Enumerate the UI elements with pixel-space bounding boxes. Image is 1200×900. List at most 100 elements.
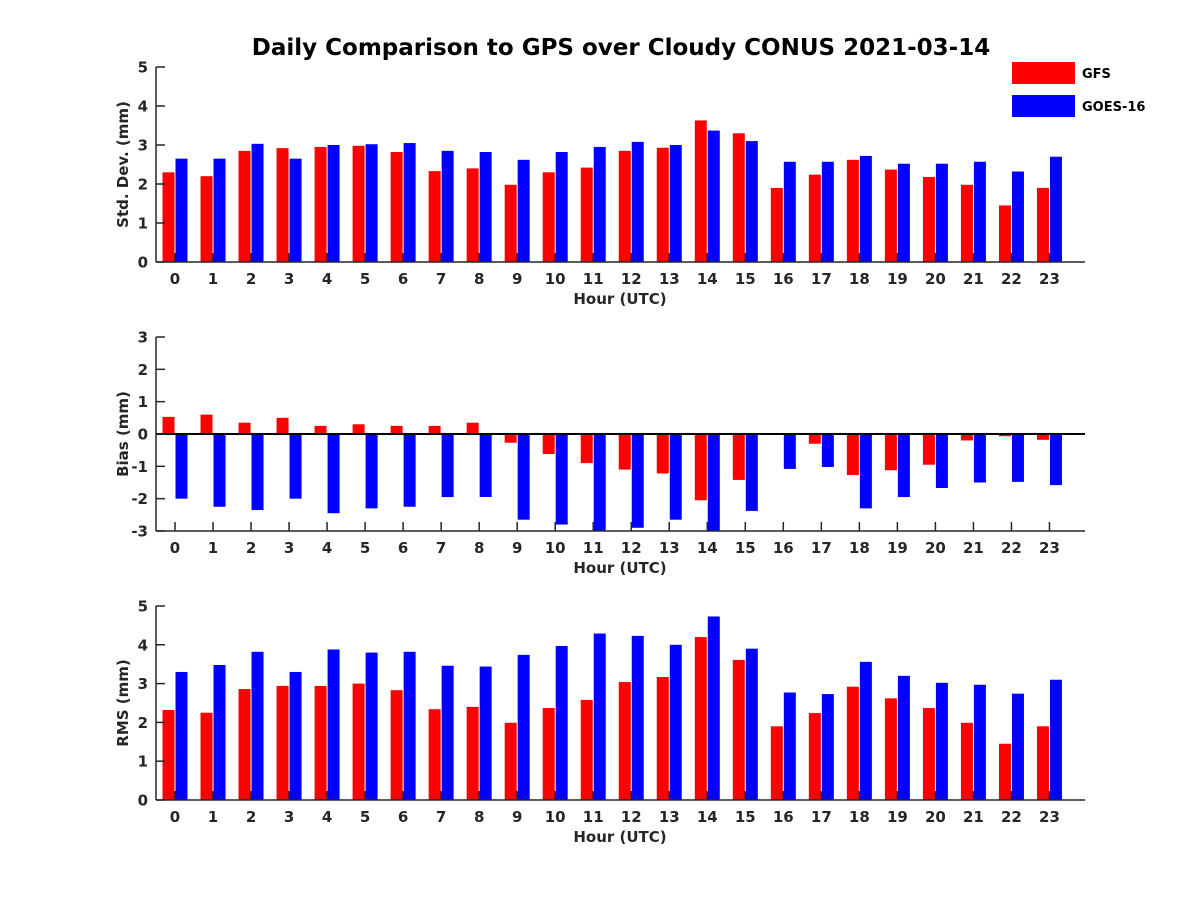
bar-goes16-hour-16 (783, 692, 796, 800)
bar-goes16-hour-8 (479, 152, 492, 262)
x-tick-label: 18 (849, 808, 870, 826)
bar-goes16-hour-0 (175, 158, 188, 262)
bar-gfs-hour-4 (314, 425, 327, 434)
x-tick-label: 9 (512, 808, 522, 826)
bar-gfs-hour-6 (390, 152, 403, 262)
bar-goes16-hour-2 (251, 434, 264, 510)
bar-goes16-hour-19 (897, 434, 910, 498)
x-tick-label: 1 (208, 808, 218, 826)
x-tick-label: 3 (284, 270, 294, 288)
bar-goes16-hour-13 (669, 434, 682, 520)
x-tick-label: 2 (246, 808, 256, 826)
bar-goes16-hour-13 (669, 145, 682, 262)
y-tick-label: 4 (138, 98, 148, 116)
x-tick-label: 16 (773, 539, 794, 557)
x-tick-label: 11 (583, 808, 604, 826)
bar-gfs-hour-4 (314, 685, 327, 800)
x-tick-label: 14 (697, 808, 718, 826)
bar-goes16-hour-13 (669, 644, 682, 800)
y-tick-label: 2 (138, 714, 148, 732)
bar-gfs-hour-5 (352, 683, 365, 800)
bar-goes16-hour-16 (783, 161, 796, 262)
bar-gfs-hour-8 (466, 706, 479, 800)
x-tick-label: 21 (963, 270, 984, 288)
x-tick-label: 19 (887, 539, 908, 557)
x-tick-label: 11 (583, 539, 604, 557)
bar-gfs-hour-23 (1036, 726, 1049, 800)
bar-gfs-hour-13 (656, 434, 669, 474)
bar-goes16-hour-1 (213, 434, 226, 507)
bar-gfs-hour-0 (162, 172, 175, 262)
x-tick-label: 11 (583, 270, 604, 288)
bar-gfs-hour-8 (466, 168, 479, 262)
bar-gfs-hour-4 (314, 146, 327, 262)
y-tick-label: 3 (138, 329, 148, 347)
x-tick-label: 5 (360, 808, 370, 826)
bar-gfs-hour-14 (694, 637, 707, 800)
x-tick-label: 16 (773, 808, 794, 826)
bar-gfs-hour-20 (922, 176, 935, 262)
bar-gfs-hour-22 (998, 434, 1011, 437)
x-tick-label: 1 (208, 270, 218, 288)
bar-gfs-hour-11 (580, 434, 593, 464)
bar-goes16-hour-22 (1011, 171, 1024, 262)
bar-goes16-hour-5 (365, 434, 378, 509)
bar-goes16-hour-16 (783, 434, 796, 469)
bar-goes16-hour-0 (175, 671, 188, 800)
bar-goes16-hour-6 (403, 434, 416, 507)
bar-gfs-hour-15 (732, 434, 745, 480)
bar-gfs-hour-18 (846, 434, 859, 476)
y-tick-label: 1 (138, 393, 148, 411)
bar-gfs-hour-3 (276, 148, 289, 262)
bar-gfs-hour-9 (504, 434, 517, 443)
x-tick-label: 20 (925, 270, 946, 288)
bar-gfs-hour-16 (770, 187, 783, 262)
bar-gfs-hour-0 (162, 709, 175, 800)
bar-gfs-hour-23 (1036, 187, 1049, 262)
bar-gfs-hour-20 (922, 434, 935, 465)
bar-gfs-hour-20 (922, 708, 935, 800)
bar-goes16-hour-3 (289, 671, 302, 800)
bar-gfs-hour-23 (1036, 434, 1049, 440)
x-tick-label: 1 (208, 539, 218, 557)
bar-goes16-hour-15 (745, 648, 758, 800)
x-tick-label: 8 (474, 270, 484, 288)
bar-gfs-hour-7 (428, 171, 441, 262)
bar-gfs-hour-21 (960, 184, 973, 262)
bar-goes16-hour-19 (897, 163, 910, 262)
x-tick-label: 4 (322, 270, 332, 288)
bar-goes16-hour-17 (821, 694, 834, 800)
bar-gfs-hour-2 (238, 150, 251, 262)
bar-goes16-hour-10 (555, 645, 568, 800)
x-tick-label: 18 (849, 270, 870, 288)
bar-goes16-hour-12 (631, 141, 644, 262)
bar-gfs-hour-19 (884, 698, 897, 800)
x-tick-label: 23 (1039, 539, 1060, 557)
y-tick-label: -2 (131, 490, 148, 508)
x-tick-label: 16 (773, 270, 794, 288)
bar-gfs-hour-1 (200, 176, 213, 262)
x-tick-label: 5 (360, 270, 370, 288)
x-tick-label: 22 (1001, 270, 1022, 288)
y-axis-label: RMS (mm) (114, 659, 132, 746)
bar-gfs-hour-13 (656, 147, 669, 262)
x-tick-label: 0 (170, 539, 180, 557)
bar-goes16-hour-21 (973, 434, 986, 483)
bar-gfs-hour-21 (960, 434, 973, 441)
y-tick-label: 0 (138, 254, 148, 272)
bar-goes16-hour-17 (821, 161, 834, 262)
bar-goes16-hour-20 (935, 682, 948, 800)
x-tick-label: 7 (436, 270, 446, 288)
bar-gfs-hour-3 (276, 417, 289, 434)
bar-goes16-hour-5 (365, 652, 378, 800)
y-tick-label: 0 (138, 792, 148, 810)
bar-goes16-hour-4 (327, 434, 340, 514)
legend-swatch-goes16 (1012, 95, 1075, 117)
bar-gfs-hour-19 (884, 169, 897, 262)
bar-gfs-hour-10 (542, 434, 555, 455)
bar-goes16-hour-8 (479, 434, 492, 498)
bar-gfs-hour-8 (466, 422, 479, 434)
